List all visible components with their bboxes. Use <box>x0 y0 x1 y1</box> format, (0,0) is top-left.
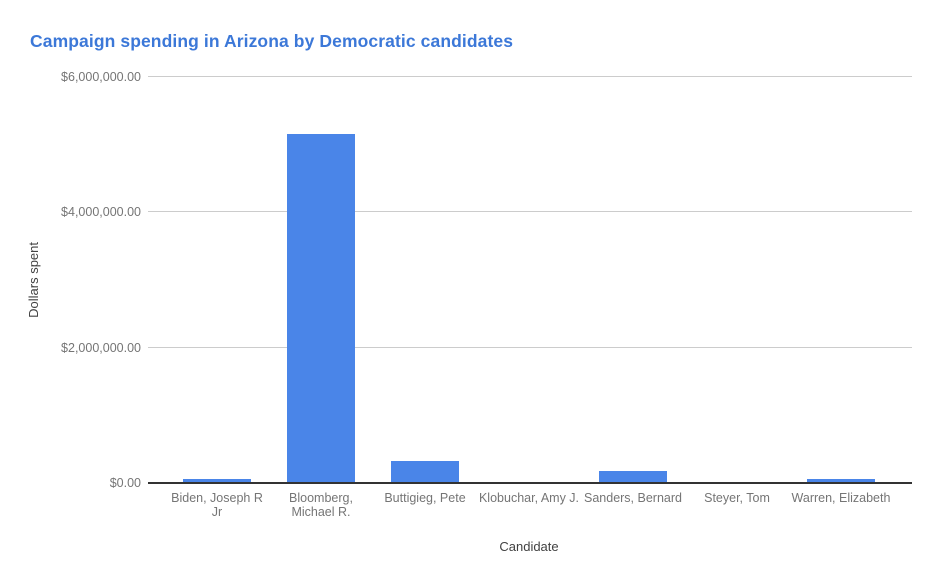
x-axis-line <box>148 482 912 484</box>
y-tick-label: $2,000,000.00 <box>61 340 141 355</box>
x-tick-label: Sanders, Bernard <box>584 491 682 505</box>
bar <box>807 479 875 483</box>
x-tick-label: Bloomberg, Michael R. <box>289 491 353 519</box>
x-axis-title: Candidate <box>499 539 559 554</box>
bar-series <box>165 77 893 483</box>
bar <box>287 133 355 483</box>
x-tick-label: Warren, Elizabeth <box>791 491 891 505</box>
x-tick-label: Biden, Joseph R Jr <box>171 491 263 519</box>
bar-column <box>373 77 477 483</box>
bar-column <box>477 77 581 483</box>
bar-column <box>685 77 789 483</box>
bar <box>183 479 251 483</box>
gridline <box>148 76 912 77</box>
plot-area <box>148 76 912 484</box>
x-axis-tick-labels: Biden, Joseph R Jr Bloomberg, Michael R. B… <box>165 491 893 519</box>
bar <box>391 461 459 483</box>
y-tick-label: $6,000,000.00 <box>61 70 141 84</box>
y-tick-label: $0.00 <box>109 476 141 490</box>
gridline <box>148 211 912 213</box>
gridline <box>148 346 912 348</box>
bar-column <box>789 77 893 483</box>
bar-column <box>581 77 685 483</box>
x-tick-label: Steyer, Tom <box>704 491 770 505</box>
bar-column <box>165 77 269 483</box>
y-tick-label: $4,000,000.00 <box>61 205 141 220</box>
bar <box>599 470 667 483</box>
x-tick-label: Klobuchar, Amy J. <box>478 491 580 505</box>
bar-column <box>269 77 373 483</box>
x-tick-label: Buttigieg, Pete <box>384 491 466 505</box>
y-axis-tick-labels: $0.00 $2,000,000.00 $4,000,000.00 $6,000,00… <box>0 70 141 490</box>
chart-title: Campaign spending in Arizona by Democrat… <box>30 31 514 51</box>
